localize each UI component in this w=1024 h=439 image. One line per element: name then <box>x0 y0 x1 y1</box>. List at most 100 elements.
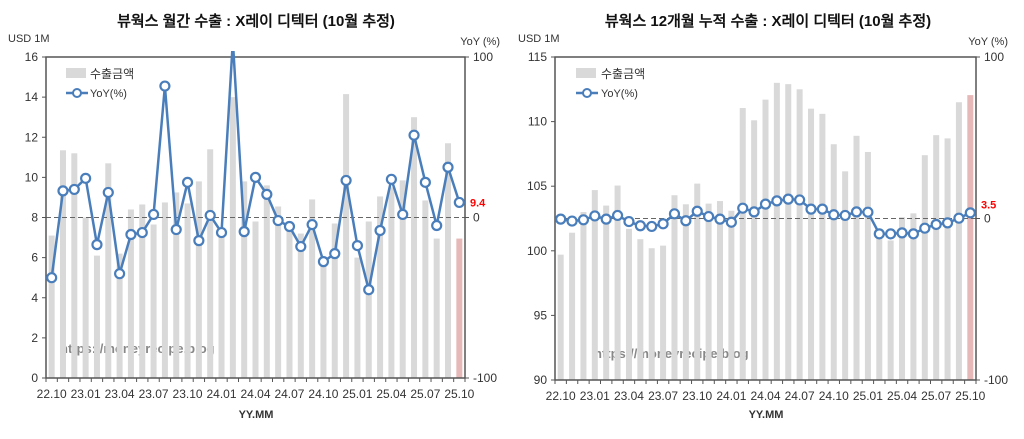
yoy-point <box>125 228 137 241</box>
bar <box>229 97 236 378</box>
x-tick-label: 23.01 <box>580 389 610 403</box>
bar <box>625 228 632 380</box>
x-tick-label: 24.07 <box>785 389 815 403</box>
x-axis-label: YY.MM <box>749 409 784 421</box>
yoy-point <box>102 186 114 199</box>
yoy-point <box>919 222 931 234</box>
yoy-point <box>419 176 431 188</box>
yoy-point <box>873 228 885 240</box>
bar <box>422 200 429 378</box>
yoy-point <box>272 214 284 227</box>
legend-marker <box>72 88 82 98</box>
yoy-point <box>442 161 454 173</box>
bar <box>320 257 327 378</box>
bar <box>59 150 66 378</box>
x-tick-label: 24.10 <box>819 389 849 403</box>
bar <box>116 253 123 378</box>
x-tick-label: 22.10 <box>37 387 67 401</box>
bar <box>955 102 962 380</box>
bar <box>694 183 701 380</box>
bar <box>614 185 621 380</box>
yoy-point <box>862 206 874 218</box>
yoy-point <box>828 209 840 221</box>
y2-tick-label: -100 <box>984 373 1008 387</box>
yoy-point <box>589 210 601 222</box>
bar <box>557 254 564 380</box>
bar <box>910 213 917 380</box>
yoy-point <box>261 188 273 200</box>
yoy-point <box>714 213 726 225</box>
left-axis-label: USD 1M <box>518 33 560 45</box>
yoy-point <box>737 202 749 214</box>
bar <box>354 257 361 378</box>
x-tick-label: 24.01 <box>207 387 237 401</box>
yoy-point <box>885 228 897 240</box>
yoy-point <box>680 215 692 227</box>
y2-tick-label: 0 <box>473 211 480 225</box>
y-tick-label: 105 <box>527 179 547 193</box>
bar <box>263 185 270 378</box>
bar <box>252 221 259 378</box>
last-value-label: 9.4 <box>470 197 486 209</box>
x-tick-label: 23.07 <box>648 389 678 403</box>
yoy-point <box>91 239 103 251</box>
yoy-point <box>329 248 341 260</box>
bar <box>705 203 712 380</box>
y2-tick-label: 100 <box>473 50 493 64</box>
yoy-point <box>964 207 976 219</box>
bar <box>139 204 146 378</box>
bar <box>71 153 78 378</box>
bar <box>762 99 769 381</box>
legend-bar-label: 수출금액 <box>90 67 134 81</box>
x-tick-label: 25.01 <box>342 387 372 401</box>
bar <box>105 163 112 378</box>
yoy-series <box>46 51 465 296</box>
legend-line-label: YoY(%) <box>90 88 127 100</box>
yoy-point <box>816 203 828 215</box>
x-tick-label: 25.10 <box>955 389 985 403</box>
yoy-point <box>80 172 92 184</box>
yoy-point <box>646 220 658 233</box>
yoy-point <box>600 213 612 225</box>
bar <box>921 155 928 380</box>
yoy-point <box>634 220 646 232</box>
bar <box>785 84 792 381</box>
x-tick-label: 25.07 <box>921 389 951 403</box>
bar <box>716 201 723 380</box>
x-tick-label: 25.10 <box>444 387 474 401</box>
legend-line-label: YoY(%) <box>601 88 638 100</box>
yoy-point <box>431 219 443 232</box>
x-tick-label: 24.10 <box>308 387 338 401</box>
x-tick-label: 23.04 <box>105 387 135 401</box>
bar <box>933 135 940 380</box>
bar <box>150 224 157 378</box>
yoy-point <box>170 223 182 236</box>
yoy-point <box>249 171 262 183</box>
legend-bar-swatch <box>66 68 86 78</box>
x-tick-label: 25.07 <box>410 387 440 401</box>
x-tick-label: 24.04 <box>240 387 270 401</box>
bar <box>842 171 849 380</box>
cumulative-export-chart: 뷰웍스 12개월 누적 수출 : X레이 디텍터 (10월 추정) USD 1M… <box>518 12 1008 421</box>
y-tick-label: 110 <box>528 115 547 129</box>
yoy-point <box>566 215 578 227</box>
bar <box>591 190 598 380</box>
yoy-point <box>306 218 318 231</box>
bar <box>377 196 384 378</box>
bar <box>603 205 610 380</box>
yoy-point <box>193 235 205 247</box>
yoy-point <box>623 215 635 228</box>
bar <box>580 212 587 380</box>
yoy-point <box>215 226 228 239</box>
yoy-point <box>46 272 58 284</box>
bar <box>343 94 350 378</box>
yoy-point <box>351 239 364 252</box>
yoy-point <box>453 196 465 209</box>
yoy-point <box>385 173 397 185</box>
bar <box>899 217 906 380</box>
yoy-point <box>283 220 296 233</box>
bar <box>876 231 883 380</box>
yoy-point <box>691 205 703 217</box>
y-tick-label: 12 <box>25 130 39 144</box>
y-tick-label: 16 <box>25 50 39 64</box>
